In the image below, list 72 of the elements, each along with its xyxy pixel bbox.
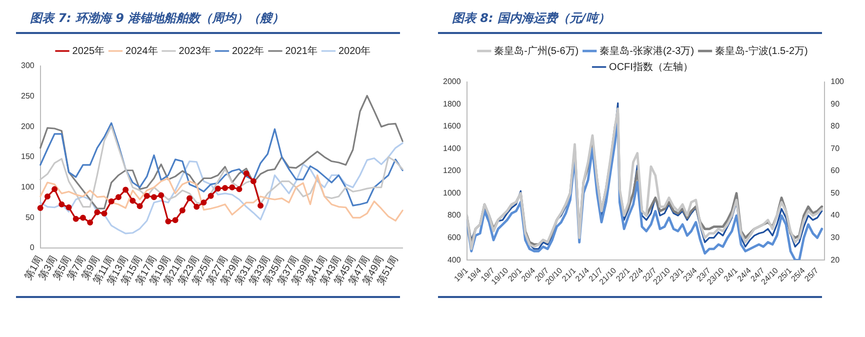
point xyxy=(236,186,242,192)
point xyxy=(130,198,136,204)
point xyxy=(179,207,186,214)
y-tick-label: 150 xyxy=(20,152,35,162)
point xyxy=(66,204,72,210)
x-tick-label: 25/1 xyxy=(776,266,794,284)
point xyxy=(158,192,164,198)
point xyxy=(186,195,193,202)
y2-tick-label: 40 xyxy=(830,210,840,220)
legend-label: 秦皇岛-广州(5-6万) xyxy=(494,44,579,57)
y2-tick-label: 30 xyxy=(830,233,840,242)
y-tick-label: 100 xyxy=(20,182,35,192)
point xyxy=(58,201,65,208)
point xyxy=(94,209,100,216)
y-tick-label: 1600 xyxy=(443,122,462,131)
legend-label: 2025年 xyxy=(72,44,105,57)
y2-tick-label: 20 xyxy=(830,255,840,264)
point xyxy=(151,194,157,200)
chart-title: 图表 8: 国内海运费（元/吨） xyxy=(438,6,822,34)
legend-label: 2024年 xyxy=(126,44,158,57)
y-tick-label: 1400 xyxy=(443,144,462,153)
y-tick-label: 1800 xyxy=(443,99,462,108)
point xyxy=(229,184,236,190)
y-tick-label: 250 xyxy=(20,92,35,101)
y-tick-label: 0 xyxy=(30,243,35,252)
legend-label: 秦皇岛-宁波(1.5-2万) xyxy=(715,44,808,57)
point xyxy=(44,193,50,200)
point xyxy=(115,194,122,200)
point xyxy=(144,192,150,199)
legend-label: 2021年 xyxy=(285,44,318,57)
point xyxy=(108,198,114,204)
point xyxy=(258,202,264,209)
x-tick-label: 23/1 xyxy=(668,266,686,284)
legend-label: 秦皇岛-张家港(2-3万) xyxy=(600,44,694,57)
y-tick-label: 400 xyxy=(447,255,462,264)
legend-label: 2022年 xyxy=(232,44,264,57)
y-tick-label: 200 xyxy=(20,122,35,131)
y-tick-label: 1200 xyxy=(443,166,462,176)
y-tick-label: 1000 xyxy=(443,188,462,198)
point xyxy=(208,192,214,199)
legend-label: OCFI指数（左轴） xyxy=(609,60,693,73)
y2-tick-label: 90 xyxy=(830,99,840,108)
y-tick-label: 2000 xyxy=(443,77,462,86)
x-tick-label: 24/1 xyxy=(722,266,740,284)
point xyxy=(214,186,221,192)
point xyxy=(136,203,143,210)
point xyxy=(122,186,129,193)
y-tick-label: 300 xyxy=(20,61,35,70)
chart-title: 图表 7: 环渤海 9 港锚地船舶数（周均）（艘） xyxy=(16,6,400,34)
y2-tick-label: 80 xyxy=(830,122,840,131)
point xyxy=(87,220,94,226)
point xyxy=(222,184,228,191)
point xyxy=(243,170,250,176)
point xyxy=(52,186,58,192)
y2-tick-label: 60 xyxy=(830,166,840,176)
y2-tick-label: 100 xyxy=(830,77,845,86)
point xyxy=(37,204,44,211)
point xyxy=(72,216,79,222)
y-tick-label: 50 xyxy=(25,212,35,222)
point xyxy=(80,214,86,221)
point xyxy=(172,217,178,224)
y-tick-label: 600 xyxy=(447,233,462,242)
point xyxy=(165,218,172,224)
point xyxy=(101,210,108,216)
y-tick-label: 800 xyxy=(447,210,462,220)
point xyxy=(200,200,207,206)
legend-label: 2020年 xyxy=(338,44,371,57)
point xyxy=(250,178,256,184)
legend-label: 2023年 xyxy=(178,44,212,57)
y2-tick-label: 50 xyxy=(830,188,840,198)
point xyxy=(194,204,200,210)
y2-tick-label: 70 xyxy=(830,144,840,153)
